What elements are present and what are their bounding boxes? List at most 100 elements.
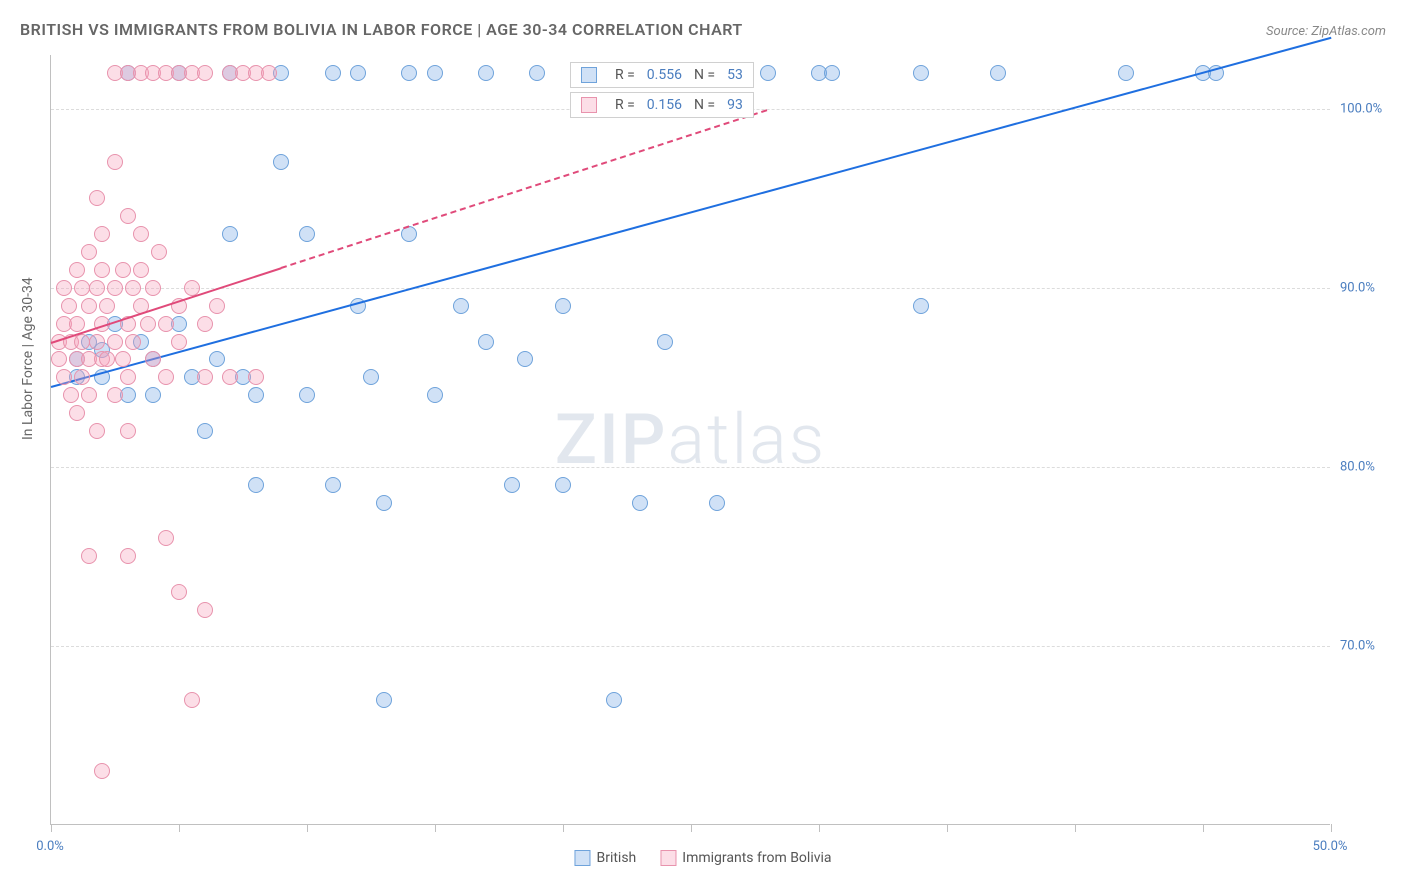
- scatter-point: [376, 692, 392, 708]
- stat-n-label: N =: [694, 97, 715, 113]
- scatter-point: [350, 65, 366, 81]
- scatter-point: [453, 298, 469, 314]
- x-tick: [1203, 824, 1204, 832]
- scatter-point: [69, 262, 85, 278]
- legend-item: Immigrants from Bolivia: [660, 850, 831, 866]
- scatter-point: [427, 387, 443, 403]
- scatter-point: [248, 369, 264, 385]
- x-tick: [819, 824, 820, 832]
- scatter-point: [760, 65, 776, 81]
- scatter-point: [990, 65, 1006, 81]
- x-tick: [947, 824, 948, 832]
- watermark-bold: ZIP: [555, 399, 668, 481]
- x-tick: [51, 824, 52, 832]
- trend-line: [281, 109, 768, 269]
- scatter-point: [107, 280, 123, 296]
- y-axis-title: In Labor Force | Age 30-34: [20, 277, 36, 440]
- scatter-point: [184, 692, 200, 708]
- scatter-point: [222, 226, 238, 242]
- scatter-point: [401, 65, 417, 81]
- scatter-point: [299, 226, 315, 242]
- scatter-point: [145, 351, 161, 367]
- scatter-point: [158, 369, 174, 385]
- y-tick-label: 100.0%: [1340, 101, 1382, 116]
- scatter-point: [376, 495, 392, 511]
- scatter-point: [632, 495, 648, 511]
- scatter-point: [709, 495, 725, 511]
- scatter-point: [1118, 65, 1134, 81]
- scatter-point: [504, 477, 520, 493]
- gridline: [51, 288, 1330, 289]
- gridline: [51, 646, 1330, 647]
- scatter-point: [171, 584, 187, 600]
- x-tick: [435, 824, 436, 832]
- x-tick-label: 0.0%: [36, 839, 64, 854]
- scatter-point: [197, 369, 213, 385]
- scatter-point: [89, 280, 105, 296]
- stats-legend-row: R =0.556N =53: [570, 62, 754, 88]
- scatter-point: [555, 298, 571, 314]
- legend-swatch: [574, 850, 590, 866]
- scatter-point: [94, 763, 110, 779]
- scatter-point: [107, 154, 123, 170]
- stat-r-label: R =: [615, 97, 635, 113]
- scatter-point: [133, 226, 149, 242]
- scatter-point: [606, 692, 622, 708]
- scatter-point: [197, 423, 213, 439]
- scatter-point: [261, 65, 277, 81]
- scatter-point: [120, 548, 136, 564]
- watermark: ZIPatlas: [555, 399, 827, 481]
- scatter-point: [824, 65, 840, 81]
- y-tick-label: 90.0%: [1340, 280, 1375, 295]
- scatter-point: [248, 477, 264, 493]
- scatter-point: [517, 351, 533, 367]
- scatter-point: [81, 298, 97, 314]
- series-legend: British Immigrants from Bolivia: [574, 850, 831, 866]
- scatter-point: [74, 369, 90, 385]
- x-tick: [307, 824, 308, 832]
- scatter-point: [158, 530, 174, 546]
- scatter-point: [89, 190, 105, 206]
- watermark-light: atlas: [667, 399, 826, 481]
- scatter-point: [325, 65, 341, 81]
- plot-area: ZIPatlas: [50, 55, 1330, 825]
- scatter-point: [74, 280, 90, 296]
- stat-r-value: 0.156: [647, 97, 682, 113]
- scatter-point: [107, 334, 123, 350]
- chart-title: BRITISH VS IMMIGRANTS FROM BOLIVIA IN LA…: [20, 20, 743, 39]
- scatter-point: [94, 262, 110, 278]
- scatter-point: [197, 65, 213, 81]
- scatter-point: [913, 65, 929, 81]
- scatter-point: [107, 387, 123, 403]
- x-tick-label: 50.0%: [1313, 839, 1348, 854]
- stat-n-value: 93: [727, 97, 743, 113]
- scatter-point: [478, 65, 494, 81]
- scatter-point: [81, 548, 97, 564]
- scatter-point: [56, 280, 72, 296]
- scatter-point: [89, 423, 105, 439]
- scatter-point: [115, 351, 131, 367]
- scatter-point: [913, 298, 929, 314]
- scatter-point: [145, 387, 161, 403]
- scatter-point: [363, 369, 379, 385]
- stats-legend-row: R = 0.156 N = 93: [570, 92, 754, 118]
- legend-swatch: [581, 67, 597, 83]
- y-tick-label: 80.0%: [1340, 459, 1375, 474]
- x-tick: [179, 824, 180, 832]
- scatter-point: [248, 387, 264, 403]
- scatter-point: [299, 387, 315, 403]
- legend-item: British: [574, 850, 636, 866]
- scatter-point: [273, 154, 289, 170]
- scatter-point: [61, 298, 77, 314]
- x-tick: [1075, 824, 1076, 832]
- scatter-point: [120, 423, 136, 439]
- scatter-point: [125, 280, 141, 296]
- scatter-point: [125, 334, 141, 350]
- scatter-point: [171, 334, 187, 350]
- scatter-point: [145, 280, 161, 296]
- scatter-point: [222, 369, 238, 385]
- scatter-point: [51, 351, 67, 367]
- scatter-point: [99, 298, 115, 314]
- stat-n-label: N =: [694, 67, 715, 83]
- scatter-point: [197, 602, 213, 618]
